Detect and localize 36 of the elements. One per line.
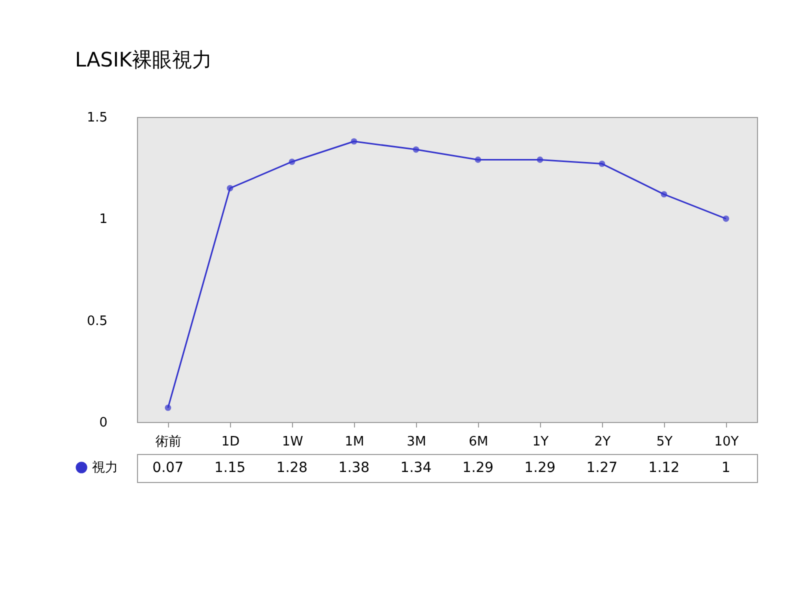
data-label: 1.29 [524,460,556,476]
data-label: 1.34 [400,460,432,476]
x-tick-label: 1D [221,434,240,450]
point [288,158,296,165]
x-tick-label: 2Y [594,434,611,450]
legend-label: 視力 [92,460,118,476]
point [350,138,358,145]
y-tick-label: 0.5 [86,314,108,329]
point [226,185,234,192]
x-tick-label: 1Y [532,434,549,450]
x-tick-label: 10Y [714,434,739,450]
data-label: 1.27 [586,460,618,476]
point [536,156,544,163]
point [598,160,606,167]
y-tick-label: 0 [99,416,108,430]
data-label: 1.38 [338,460,370,476]
point [660,191,668,198]
data-label: 1.15 [214,460,246,476]
data-label: 0.07 [152,460,184,476]
data-label: 1.29 [462,460,494,476]
x-tick-label: 1M [344,434,364,450]
data-label: 1.28 [276,460,308,476]
chart-title: LASIK裸眼視力 [75,48,212,72]
y-tick-label: 1 [99,212,108,228]
data-label: 1.12 [648,460,680,476]
x-tick-label: 3M [406,434,426,450]
point [412,146,420,153]
y-tick-label: 1.5 [86,110,108,126]
x-tick-label: 6M [468,434,488,450]
data-label: 1 [722,460,730,476]
x-tick-label: 1W [282,434,304,450]
x-tick-label: 術前 [156,434,182,450]
point [164,404,172,411]
x-tick-label: 5Y [656,434,673,450]
point [474,156,482,163]
point [722,216,730,222]
